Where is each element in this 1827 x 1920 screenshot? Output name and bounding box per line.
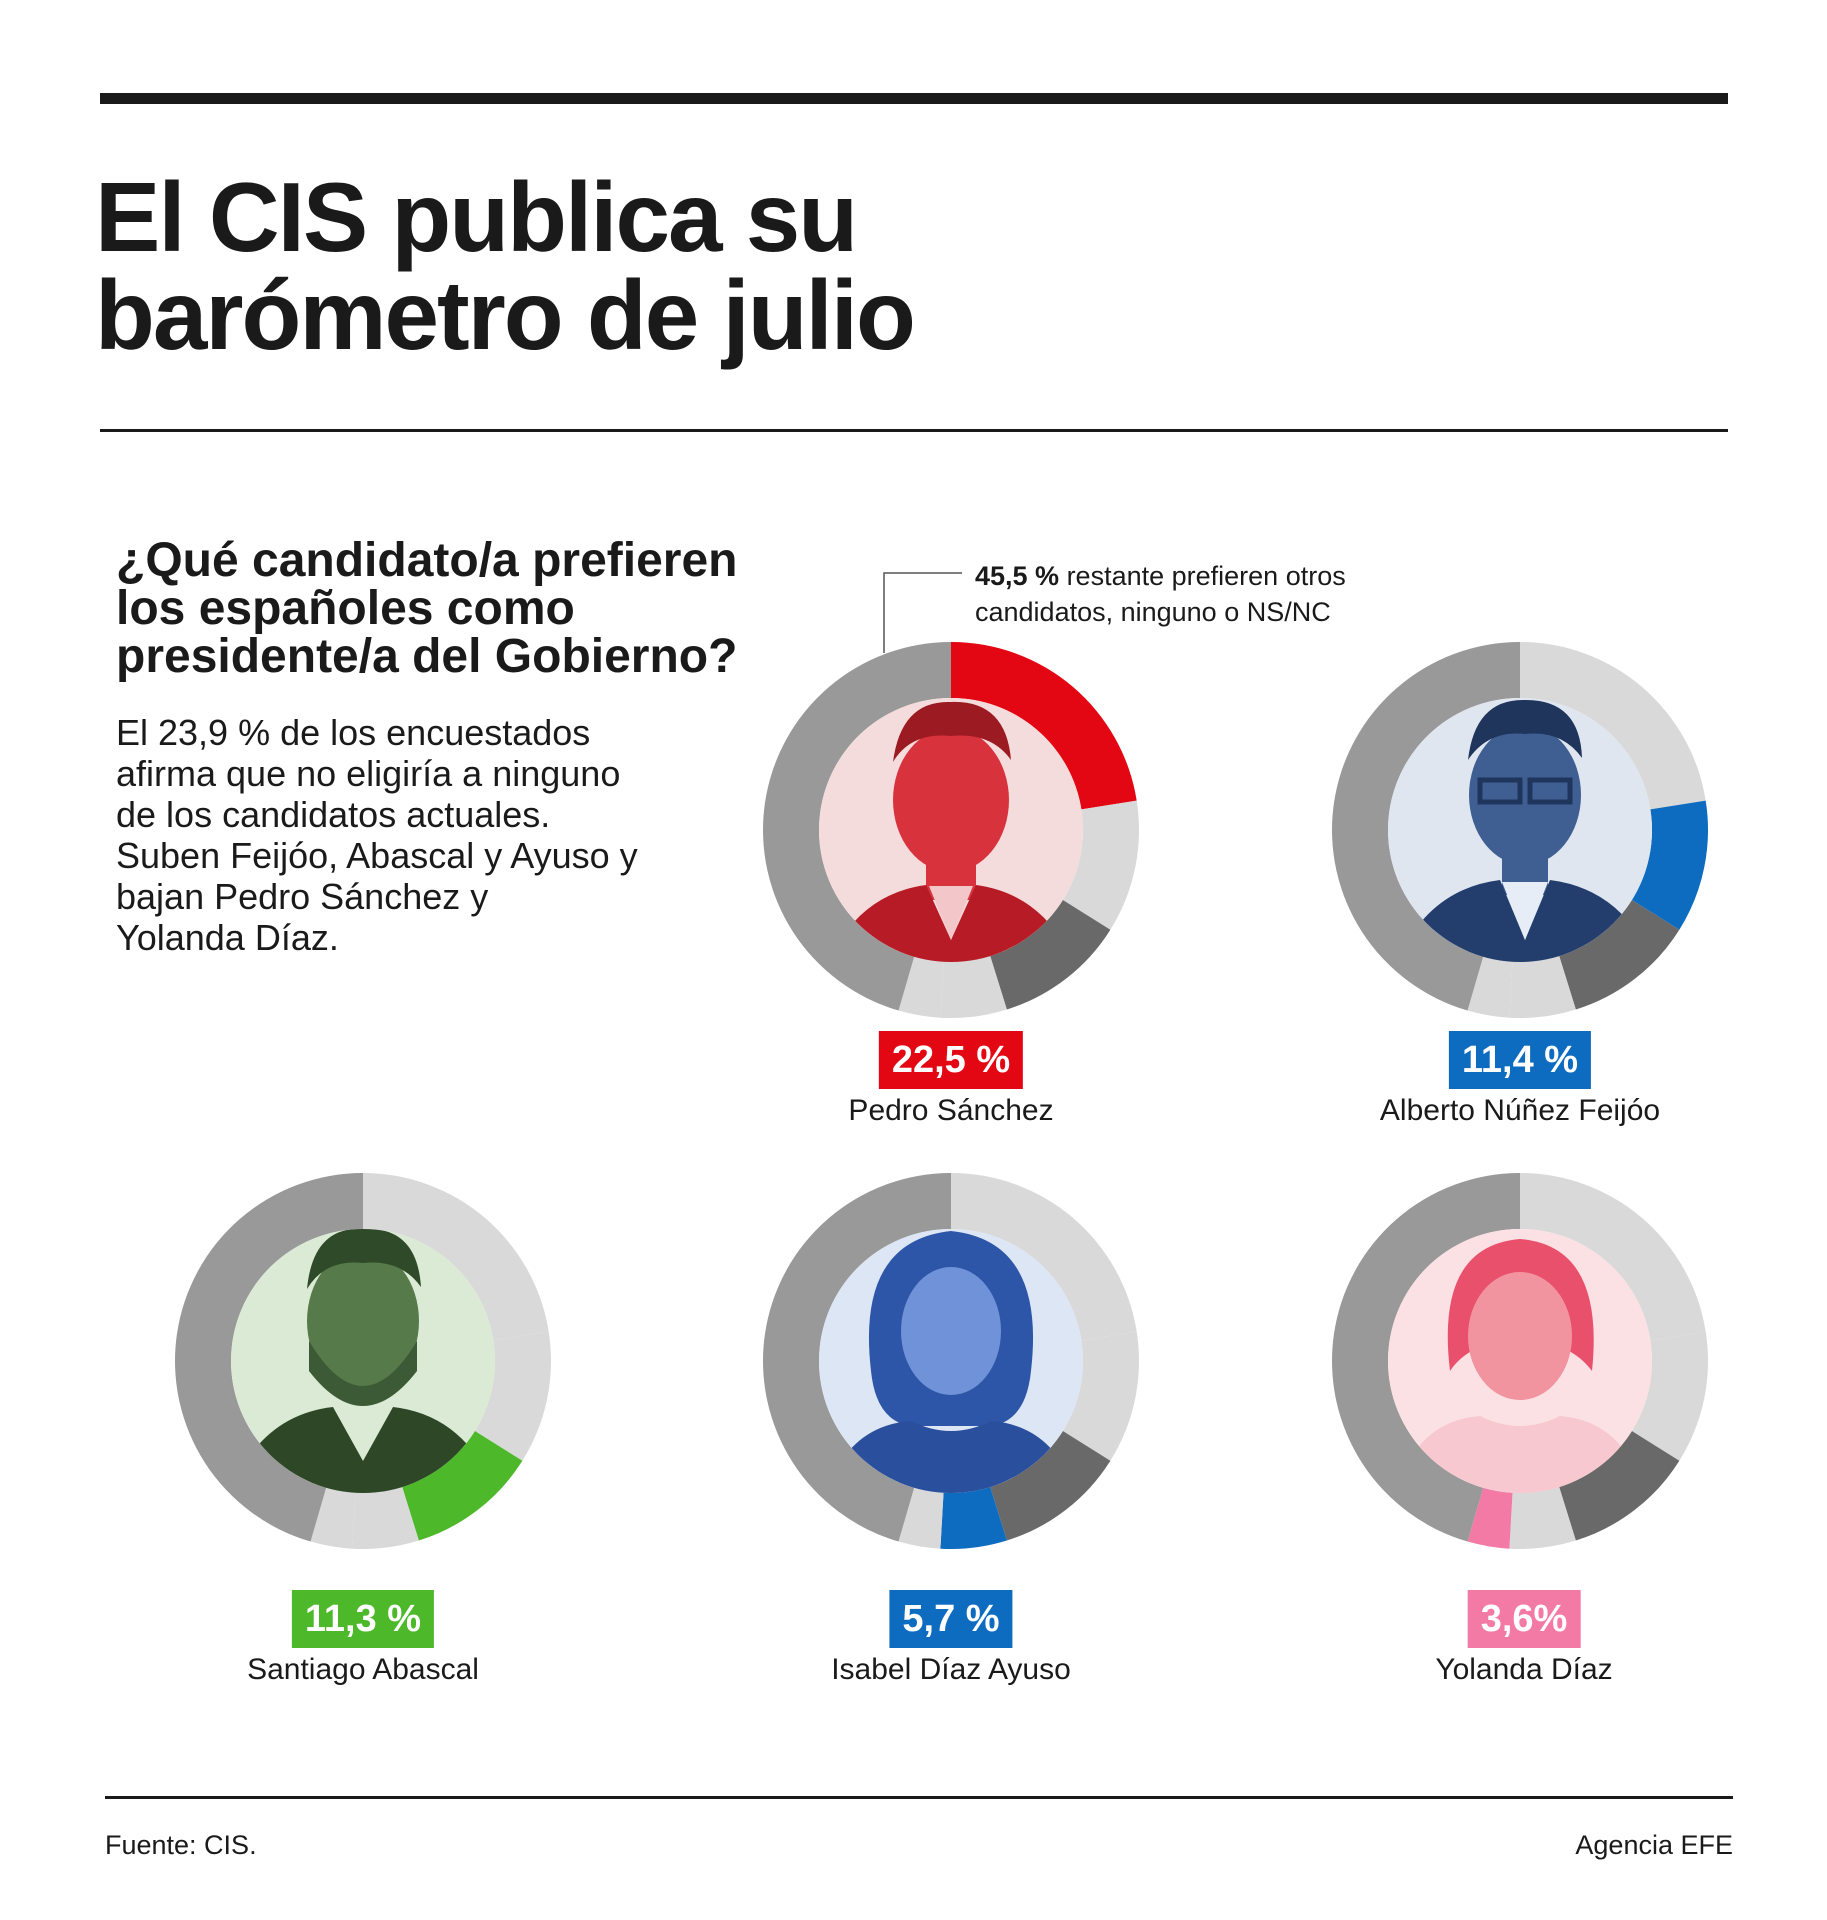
slice-feijoo bbox=[1631, 800, 1708, 930]
headline-divider bbox=[100, 429, 1728, 432]
slice-feijoo bbox=[1062, 1331, 1139, 1461]
remainder-annotation: 45,5 % restante prefieren otros candidat… bbox=[975, 558, 1346, 630]
candidate-name-ayuso: Isabel Díaz Ayuso bbox=[831, 1653, 1071, 1686]
slice-ayuso bbox=[352, 1487, 419, 1549]
candidate-name-diaz: Yolanda Díaz bbox=[1435, 1653, 1613, 1686]
question-line-3: presidente/a del Gobierno? bbox=[116, 630, 738, 683]
slice-feijoo bbox=[1062, 800, 1139, 930]
slice-abascal bbox=[1559, 1431, 1680, 1541]
remainder-text-line-2: candidatos, ninguno o NS/NC bbox=[975, 597, 1331, 627]
candidate-name-abascal: Santiago Abascal bbox=[247, 1653, 479, 1686]
slice-abascal bbox=[990, 900, 1111, 1010]
question-line-2: los españoles como bbox=[116, 582, 575, 635]
slice-sanchez bbox=[363, 1173, 549, 1341]
remainder-value: 45,5 % bbox=[975, 561, 1060, 591]
percent-badge-ayuso: 5,7 % bbox=[889, 1590, 1013, 1648]
slice-remainder bbox=[175, 1173, 363, 1542]
summary-line: El 23,9 % de los encuestados bbox=[116, 712, 591, 753]
slice-diaz bbox=[898, 956, 944, 1018]
slice-sanchez bbox=[1520, 1173, 1706, 1341]
remainder-text: restante prefieren otros bbox=[1059, 561, 1346, 591]
percent-badge-diaz: 3,6% bbox=[1467, 1590, 1581, 1648]
slice-ayuso bbox=[940, 956, 1007, 1018]
donut-chart-feijoo bbox=[1332, 642, 1708, 1018]
slice-ayuso bbox=[940, 1487, 1007, 1549]
question-line-1: ¿Qué candidato/a prefieren bbox=[116, 534, 738, 587]
agency-credit: Agencia EFE bbox=[1575, 1830, 1733, 1860]
footer-divider bbox=[105, 1796, 1733, 1799]
slice-abascal bbox=[1559, 900, 1680, 1010]
avatar-abascal bbox=[231, 1229, 495, 1493]
slice-sanchez bbox=[951, 1173, 1137, 1341]
slice-feijoo bbox=[474, 1331, 551, 1461]
summary-text: El 23,9 % de los encuestados afirma que … bbox=[116, 712, 766, 958]
slice-ayuso bbox=[1509, 1487, 1576, 1549]
summary-line: Yolanda Díaz. bbox=[116, 917, 339, 958]
avatar-ayuso bbox=[819, 1229, 1083, 1493]
slice-remainder bbox=[763, 642, 951, 1011]
summary-line: Suben Feijóo, Abascal y Ayuso y bbox=[116, 835, 638, 876]
summary-line: de los candidatos actuales. bbox=[116, 794, 551, 835]
slice-abascal bbox=[990, 1431, 1111, 1541]
summary-line: afirma que no eligiría a ninguno bbox=[116, 753, 621, 794]
source-note: Fuente: CIS. bbox=[105, 1830, 257, 1860]
slice-diaz bbox=[1467, 956, 1513, 1018]
slice-remainder bbox=[1332, 642, 1520, 1011]
slice-sanchez bbox=[1520, 642, 1706, 810]
top-rule bbox=[100, 93, 1728, 104]
headline-line-2: barómetro de julio bbox=[95, 260, 916, 370]
slice-abascal bbox=[402, 1431, 523, 1541]
donut-chart-diaz bbox=[1332, 1173, 1708, 1549]
slice-feijoo bbox=[1631, 1331, 1708, 1461]
summary-line: bajan Pedro Sánchez y bbox=[116, 876, 489, 917]
slice-diaz bbox=[1467, 1487, 1513, 1549]
slice-remainder bbox=[1332, 1173, 1520, 1542]
candidate-name-feijoo: Alberto Núñez Feijóo bbox=[1379, 1094, 1661, 1127]
slice-diaz bbox=[898, 1487, 944, 1549]
slice-ayuso bbox=[1509, 956, 1576, 1018]
slice-remainder bbox=[763, 1173, 951, 1542]
slice-sanchez bbox=[951, 642, 1137, 810]
slice-diaz bbox=[310, 1487, 356, 1549]
percent-badge-sanchez: 22,5 % bbox=[878, 1031, 1024, 1089]
headline: El CIS publica su barómetro de julio bbox=[95, 168, 1195, 364]
percent-badge-abascal: 11,3 % bbox=[291, 1590, 435, 1648]
donut-chart-abascal bbox=[175, 1173, 551, 1549]
chart-question: ¿Qué candidato/a prefieren los españoles… bbox=[116, 537, 796, 681]
donut-chart-sanchez bbox=[763, 642, 1139, 1018]
candidate-name-sanchez: Pedro Sánchez bbox=[848, 1094, 1054, 1127]
percent-badge-feijoo: 11,4 % bbox=[1448, 1031, 1592, 1089]
donut-chart-ayuso bbox=[763, 1173, 1139, 1549]
headline-line-1: El CIS publica su bbox=[95, 162, 858, 272]
